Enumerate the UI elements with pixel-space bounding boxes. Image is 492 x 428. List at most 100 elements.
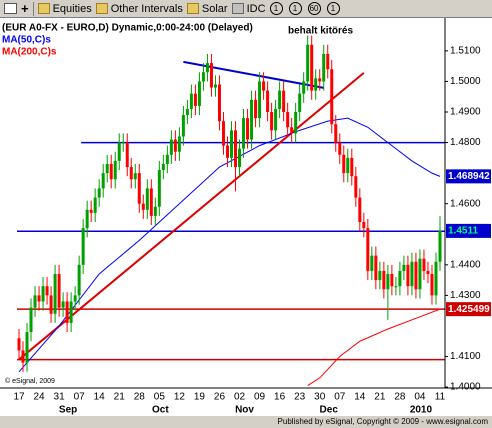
candle-body bbox=[262, 81, 266, 91]
candle-body bbox=[145, 188, 149, 210]
x-tick-label: 31 bbox=[54, 392, 66, 403]
add-button[interactable]: + bbox=[21, 1, 29, 16]
x-tick-label: 16 bbox=[274, 392, 286, 403]
folder-icon bbox=[95, 3, 108, 14]
candle-body bbox=[193, 93, 197, 106]
candle-body bbox=[205, 63, 209, 73]
moving-average bbox=[18, 117, 441, 373]
candle-body bbox=[45, 286, 49, 296]
candle-body bbox=[242, 118, 246, 149]
candle-body bbox=[225, 145, 229, 158]
axis-panel bbox=[445, 18, 492, 388]
candle-body bbox=[137, 173, 141, 204]
menu-button[interactable]: Other Intervals bbox=[95, 2, 183, 16]
candle-body bbox=[21, 350, 25, 363]
interval-label: 1 bbox=[288, 2, 302, 15]
menu-label: Solar bbox=[201, 2, 228, 15]
candle-body bbox=[426, 270, 430, 274]
month-label: Nov bbox=[235, 405, 254, 416]
icon bbox=[231, 3, 244, 14]
price-label-box bbox=[446, 302, 491, 317]
candle-body bbox=[97, 188, 101, 198]
candle-body bbox=[358, 197, 362, 223]
folder-icon bbox=[186, 3, 199, 14]
month-label: Oct bbox=[152, 405, 169, 416]
candle-body bbox=[209, 63, 213, 88]
candle-body bbox=[294, 112, 298, 134]
candle-body bbox=[169, 139, 173, 155]
y-tick-label: 1.4000 bbox=[450, 382, 481, 393]
candle-body bbox=[73, 295, 77, 302]
candle-body bbox=[69, 301, 73, 323]
x-tick-label: 09 bbox=[254, 392, 266, 403]
menu-label: Other Intervals bbox=[110, 2, 183, 15]
candle-body bbox=[274, 108, 278, 131]
x-tick-label: 07 bbox=[334, 392, 346, 403]
price-label: 1.425499 bbox=[448, 304, 490, 315]
candle-body bbox=[278, 90, 282, 109]
x-tick-label: 02 bbox=[234, 392, 246, 403]
footer-bar bbox=[0, 416, 492, 428]
candle-body bbox=[382, 270, 386, 290]
candle-body bbox=[406, 264, 410, 287]
candle-body bbox=[290, 127, 294, 134]
candle-body bbox=[302, 81, 306, 94]
menu-button[interactable]: Solar bbox=[186, 2, 228, 16]
candle-body bbox=[157, 170, 161, 207]
grid-button[interactable] bbox=[4, 3, 17, 14]
candle-body bbox=[189, 93, 193, 109]
candle-body bbox=[326, 53, 330, 70]
x-tick-label: 21 bbox=[374, 392, 386, 403]
candle-body bbox=[234, 130, 238, 168]
menu-button[interactable]: IDC bbox=[231, 2, 266, 16]
x-tick-label: 28 bbox=[134, 392, 146, 403]
menu-label: Equities bbox=[52, 2, 92, 15]
x-tick-label: 14 bbox=[354, 392, 366, 403]
interval-button[interactable]: 1 bbox=[269, 2, 285, 16]
x-tick-label: 17 bbox=[13, 392, 25, 403]
candle-body bbox=[306, 44, 310, 82]
candle-body bbox=[201, 72, 205, 82]
candle-body bbox=[266, 90, 270, 112]
candle-body bbox=[410, 261, 414, 287]
candle-body bbox=[270, 112, 274, 131]
moving-average bbox=[307, 308, 441, 386]
candle-body bbox=[298, 93, 302, 112]
interval-button[interactable]: 1 bbox=[326, 2, 342, 16]
candle-body bbox=[41, 286, 45, 302]
candle-body bbox=[93, 197, 97, 213]
x-tick-label: 05 bbox=[154, 392, 166, 403]
candle-body bbox=[177, 136, 181, 152]
menu-button[interactable]: Equities bbox=[37, 2, 92, 16]
candle-body bbox=[314, 78, 318, 91]
separator bbox=[32, 1, 34, 16]
interval-button[interactable]: 60 bbox=[307, 2, 323, 16]
legend-entry: MA(50,C)s bbox=[2, 35, 51, 46]
price-label-box bbox=[446, 223, 491, 238]
candle-body bbox=[254, 99, 258, 119]
candle-body bbox=[402, 264, 406, 271]
x-tick-label: 24 bbox=[33, 392, 45, 403]
candle-body bbox=[230, 130, 234, 158]
candle-body bbox=[125, 142, 129, 168]
x-tick-label: 30 bbox=[314, 392, 326, 403]
candle-body bbox=[81, 228, 85, 265]
interval-button[interactable]: 1 bbox=[288, 2, 304, 16]
month-label: 2010 bbox=[410, 405, 433, 416]
candle-body bbox=[161, 163, 165, 171]
price-label: 1.468942 bbox=[448, 171, 490, 182]
y-tick-label: 1.4300 bbox=[450, 290, 481, 301]
candle-body bbox=[29, 307, 33, 333]
month-label: Dec bbox=[320, 405, 339, 416]
candle-body bbox=[113, 160, 117, 180]
candle-body bbox=[33, 295, 37, 308]
candle-body bbox=[173, 139, 177, 152]
candle-body bbox=[250, 99, 254, 140]
y-tick-label: 1.4900 bbox=[450, 107, 481, 118]
candle-body bbox=[181, 115, 185, 137]
candle-body bbox=[117, 142, 121, 161]
background bbox=[0, 18, 492, 428]
candle-body bbox=[362, 222, 366, 229]
interval-label: 1 bbox=[269, 2, 283, 15]
